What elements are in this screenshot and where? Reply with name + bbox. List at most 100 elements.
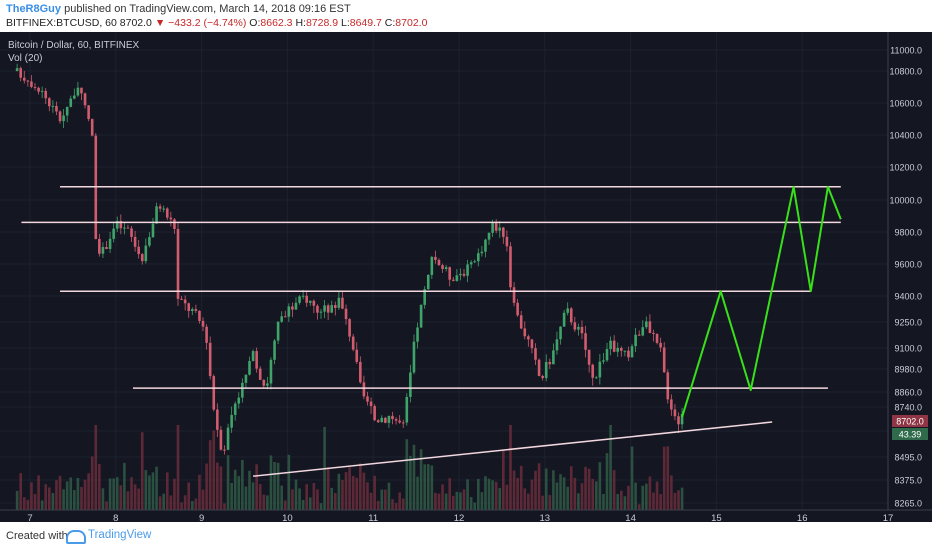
chart-area[interactable]: 8265.08375.08495.08620.08740.08860.08980… [0,32,932,522]
volume-bar [226,455,230,510]
candle-body [637,334,641,336]
volume-bar [505,484,509,510]
candle-body [376,420,380,423]
price-tick-label: 8265.0 [894,499,922,509]
volume-bar [677,490,680,510]
candle-body [48,98,51,107]
last-price-tag-text: 8702.0 [896,417,924,427]
candle-body [401,422,405,424]
volume-bar [208,440,212,510]
candle-body [301,295,305,297]
created-with-text: Created with [6,530,68,542]
tradingview-logo[interactable]: TradingView [66,527,152,545]
candle-body [173,219,176,229]
candle-body [108,238,112,249]
candle-body [598,361,602,378]
candles [15,63,684,455]
candle-body [44,90,48,99]
volume-bar [291,489,294,510]
last-price-tag: 8702.0 [892,415,928,427]
volume-bar [48,487,51,510]
volume-bar [444,493,448,510]
candle-body [577,326,580,330]
high-value: 8728.9 [305,17,339,29]
volume-bar [198,474,201,510]
candle-body [473,261,477,263]
candle-body [677,416,680,425]
candle-body [519,315,523,329]
candle-body [584,333,587,350]
candle-body [505,236,509,247]
volume-bar [126,491,130,510]
candle-body [544,361,548,379]
volume-bar [155,466,158,510]
volume-bar [194,498,198,510]
candle-body [312,300,316,306]
candle-body [341,297,344,309]
candle-body [666,372,670,400]
candle-body [648,321,652,333]
volume-bar [301,499,305,510]
volume-bar [101,488,105,510]
price-tick-label: 10600.0 [889,99,922,109]
volume-bar [662,446,666,510]
volume-tag: 43.39 [892,428,928,440]
candle-body [362,382,366,397]
volume-bar [55,480,58,510]
volume-bar [319,503,323,510]
candle-body [670,399,673,410]
candle-body [616,347,620,352]
volume-bar [98,464,101,510]
candle-body [373,406,376,421]
price-tick-label: 10200.0 [889,163,922,173]
candle-body [191,309,194,312]
volume-bar [219,466,223,510]
candle-body [80,87,83,94]
volume-bar [437,493,441,510]
price-chart[interactable]: 8265.08375.08495.08620.08740.08860.08980… [0,32,932,522]
candle-body [351,336,355,350]
author-link[interactable]: TheR8Guy [6,3,62,15]
volume-bar [466,479,469,510]
volume-bar [237,476,241,510]
candle-body [566,308,569,313]
volume-bar [341,480,344,510]
candle-body [316,305,319,313]
volume-bar [487,478,491,510]
candle-body [115,220,119,229]
volume-bar [577,493,580,510]
candle-body [673,409,677,417]
price-tick-label: 8375.0 [894,476,922,486]
volume-bar [534,470,537,510]
grid [0,32,889,510]
candle-body [387,415,391,423]
candle-body [555,339,559,351]
candle-body [509,246,512,288]
candle-body [466,264,469,276]
candle-body [548,361,552,365]
candle-body [398,420,401,423]
volume-bar [409,455,412,510]
volume-bar [648,476,652,510]
candle-body [226,427,230,450]
candle-body [587,349,591,365]
volume-bar [441,484,444,510]
chart-header: TheR8Guy published on TradingView.com, M… [0,0,932,32]
trendline[interactable] [253,421,773,477]
candle-body [176,228,180,299]
volume-bar [298,488,301,510]
volume-bar [559,474,562,510]
candle-body [105,247,108,249]
candle-body [659,342,662,348]
candle-body [523,328,527,337]
volume-bar [426,464,430,510]
low-label: L: [340,17,350,29]
candle-body [591,364,595,378]
price-change: ▼ −433.2 (−4.74%) [154,17,247,29]
volume-bar [587,468,591,510]
volume-bar [294,479,298,510]
candle-body [609,340,612,350]
candle-body [19,68,23,78]
projection-path[interactable] [681,185,842,418]
horizontal-levels[interactable] [21,186,841,389]
